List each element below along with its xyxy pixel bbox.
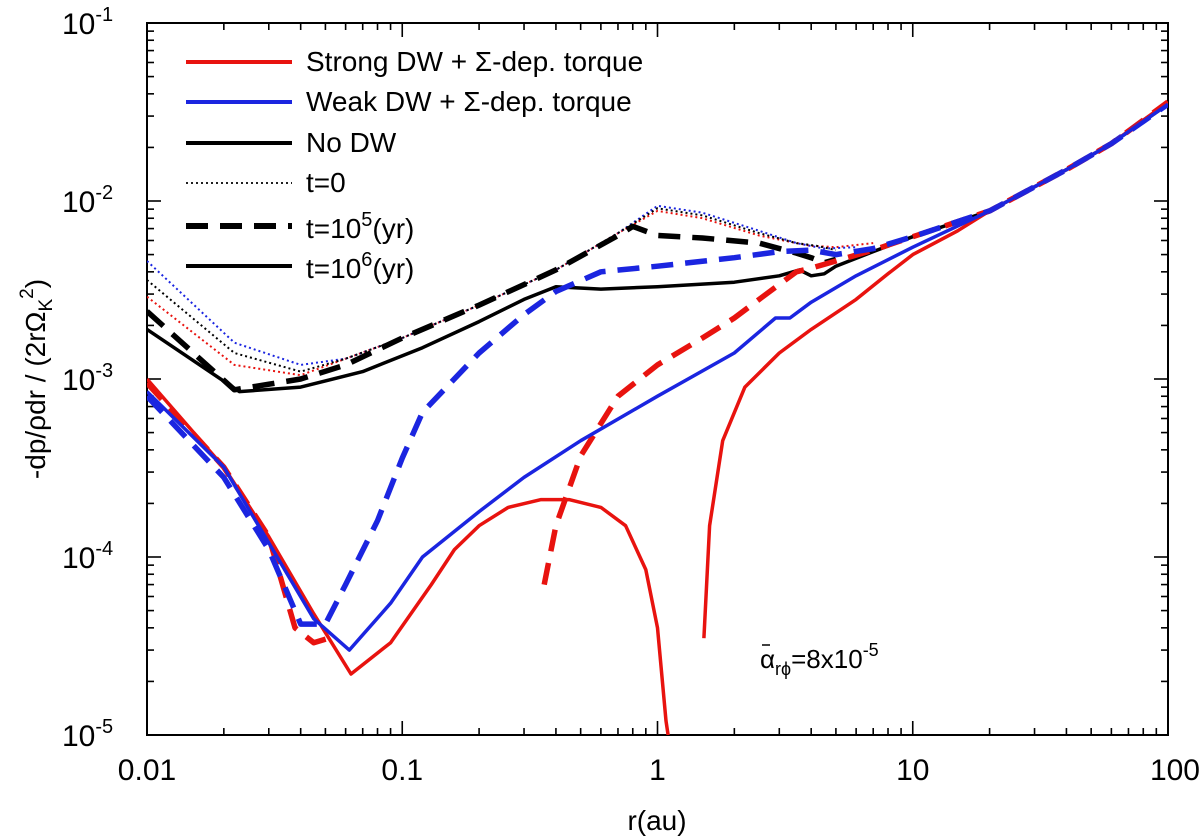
series-strong-dw-t-1e6-outer [702,100,1168,639]
y-tick-label: 10-5 [62,716,113,753]
x-tick-label: 0.1 [381,754,423,787]
tick-labels: 0.01 0.1 1 10 100 10-5 10-4 10-3 10-2 10-1 [62,4,1200,787]
x-axis-title: r(au) [627,805,686,836]
legend-label-no-dw: No DW [306,127,397,158]
legend-label-t1e5: t=105(yr) [306,209,414,244]
series-strong-dw-t-1e5 [147,381,337,646]
alpha-annotation: αrϕ=8x10-5 [760,640,879,679]
x-tick-label: 100 [1150,754,1200,787]
series-no-dw-t-1e5 [147,223,837,393]
legend-label-weak-dw: Weak DW + Σ-dep. torque [306,86,632,117]
series-strong-dw-t-1e5-outer [541,99,1168,586]
legend: Strong DW + Σ-dep. torque Weak DW + Σ-de… [186,46,643,284]
x-tick-label: 0.01 [118,754,176,787]
legend-label-t0: t=0 [306,167,346,198]
y-axis-title: -dp/ρdr / (2rΩK2) [17,279,57,479]
legend-label-strong-dw: Strong DW + Σ-dep. torque [306,46,643,77]
series-weak-dw-t-1e6 [147,102,1168,652]
y-tick-label: 10-1 [62,4,113,41]
axis-ticks [146,22,1169,736]
series-strong-dw-t-1e6-inner [147,377,670,735]
y-tick-label: 10-2 [62,182,113,219]
y-tick-label: 10-4 [62,538,113,575]
x-tick-label: 10 [896,754,929,787]
series-layer [147,99,1168,735]
y-tick-label: 10-3 [62,360,113,397]
legend-label-t1e6: t=106(yr) [306,249,414,284]
series-weak-dw-t-1e5 [147,101,1168,627]
series-weak-dw-t-0 [147,204,857,366]
series-no-dw-t-1e6 [147,102,1168,394]
x-tick-label: 1 [649,754,666,787]
series-no-dw-t-0 [147,207,837,373]
